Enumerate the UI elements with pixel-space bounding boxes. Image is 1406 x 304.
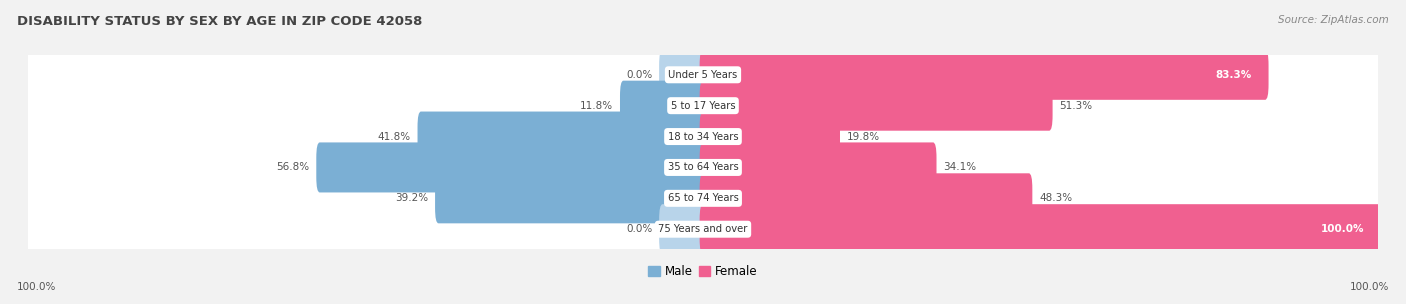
Text: 65 to 74 Years: 65 to 74 Years (668, 193, 738, 203)
Text: Under 5 Years: Under 5 Years (668, 70, 738, 80)
FancyBboxPatch shape (316, 143, 706, 192)
Text: 100.0%: 100.0% (1320, 224, 1364, 234)
Text: 75 Years and over: 75 Years and over (658, 224, 748, 234)
Text: 0.0%: 0.0% (626, 224, 652, 234)
FancyBboxPatch shape (659, 204, 706, 254)
FancyBboxPatch shape (434, 173, 706, 223)
FancyBboxPatch shape (25, 139, 1381, 195)
Text: 35 to 64 Years: 35 to 64 Years (668, 162, 738, 172)
FancyBboxPatch shape (27, 208, 1379, 250)
FancyBboxPatch shape (27, 177, 1379, 219)
FancyBboxPatch shape (27, 54, 1379, 96)
Text: 83.3%: 83.3% (1215, 70, 1251, 80)
FancyBboxPatch shape (25, 47, 1381, 103)
FancyBboxPatch shape (27, 116, 1379, 157)
FancyBboxPatch shape (659, 50, 706, 100)
Text: 100.0%: 100.0% (1350, 282, 1389, 292)
FancyBboxPatch shape (27, 147, 1379, 188)
FancyBboxPatch shape (418, 112, 706, 161)
Text: 0.0%: 0.0% (626, 70, 652, 80)
FancyBboxPatch shape (25, 78, 1381, 134)
FancyBboxPatch shape (700, 112, 839, 161)
FancyBboxPatch shape (25, 170, 1381, 226)
FancyBboxPatch shape (700, 173, 1032, 223)
Text: 39.2%: 39.2% (395, 193, 429, 203)
Text: 18 to 34 Years: 18 to 34 Years (668, 132, 738, 142)
FancyBboxPatch shape (620, 81, 706, 131)
Text: 5 to 17 Years: 5 to 17 Years (671, 101, 735, 111)
FancyBboxPatch shape (700, 50, 1268, 100)
Text: 11.8%: 11.8% (581, 101, 613, 111)
Text: 51.3%: 51.3% (1059, 101, 1092, 111)
FancyBboxPatch shape (25, 109, 1381, 165)
Text: 34.1%: 34.1% (943, 162, 976, 172)
FancyBboxPatch shape (700, 204, 1381, 254)
Text: 41.8%: 41.8% (378, 132, 411, 142)
Text: 100.0%: 100.0% (17, 282, 56, 292)
Legend: Male, Female: Male, Female (648, 265, 758, 278)
FancyBboxPatch shape (25, 201, 1381, 257)
Text: 48.3%: 48.3% (1039, 193, 1073, 203)
FancyBboxPatch shape (27, 85, 1379, 127)
Text: 19.8%: 19.8% (846, 132, 880, 142)
Text: Source: ZipAtlas.com: Source: ZipAtlas.com (1278, 15, 1389, 25)
FancyBboxPatch shape (700, 143, 936, 192)
Text: 56.8%: 56.8% (277, 162, 309, 172)
Text: DISABILITY STATUS BY SEX BY AGE IN ZIP CODE 42058: DISABILITY STATUS BY SEX BY AGE IN ZIP C… (17, 15, 422, 28)
FancyBboxPatch shape (700, 81, 1053, 131)
